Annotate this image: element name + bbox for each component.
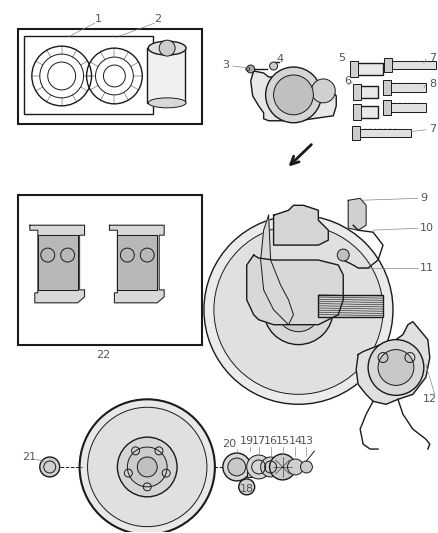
Circle shape — [265, 67, 321, 123]
Circle shape — [377, 350, 413, 385]
Circle shape — [223, 453, 250, 481]
Circle shape — [204, 215, 392, 405]
Bar — [355, 128, 410, 136]
Circle shape — [269, 454, 295, 480]
Text: 7: 7 — [428, 53, 435, 63]
Polygon shape — [246, 255, 343, 325]
Circle shape — [276, 288, 320, 332]
Text: 18: 18 — [239, 484, 253, 494]
Text: 6: 6 — [343, 76, 350, 86]
Text: 22: 22 — [96, 350, 110, 360]
Bar — [18, 29, 201, 124]
Bar — [246, 465, 252, 477]
Bar — [383, 58, 391, 72]
Bar — [382, 80, 390, 95]
Bar — [382, 100, 390, 115]
Circle shape — [238, 479, 254, 495]
Polygon shape — [117, 235, 157, 290]
Text: 15: 15 — [275, 436, 289, 446]
Circle shape — [336, 249, 348, 261]
Text: 7: 7 — [428, 124, 435, 134]
Bar — [24, 36, 153, 114]
Bar — [353, 104, 360, 120]
Text: 1: 1 — [94, 14, 101, 25]
Bar — [18, 196, 201, 345]
Circle shape — [213, 225, 382, 394]
Text: 21: 21 — [22, 452, 36, 462]
Circle shape — [246, 455, 270, 479]
Text: 8: 8 — [428, 79, 435, 89]
Text: 14: 14 — [288, 436, 302, 446]
Polygon shape — [273, 205, 328, 245]
Polygon shape — [355, 322, 429, 405]
Polygon shape — [250, 71, 336, 121]
Text: 19: 19 — [239, 436, 253, 446]
Bar — [355, 86, 377, 98]
Polygon shape — [109, 225, 164, 303]
Text: 17: 17 — [251, 436, 265, 446]
Circle shape — [127, 447, 167, 487]
Circle shape — [246, 65, 254, 73]
Text: 20: 20 — [221, 439, 235, 449]
Circle shape — [287, 459, 303, 475]
Text: 11: 11 — [419, 263, 433, 273]
Text: 3: 3 — [221, 60, 228, 70]
Bar — [350, 61, 357, 77]
Circle shape — [40, 457, 60, 477]
Circle shape — [79, 399, 215, 533]
Bar — [351, 126, 359, 140]
Bar — [353, 84, 360, 100]
Bar — [355, 106, 377, 118]
Circle shape — [137, 457, 157, 477]
Bar — [385, 83, 425, 92]
Text: 9: 9 — [419, 193, 426, 204]
Text: 12: 12 — [422, 394, 436, 405]
Circle shape — [159, 40, 175, 56]
Circle shape — [263, 275, 332, 345]
Text: 13: 13 — [299, 436, 313, 446]
Text: 16: 16 — [263, 436, 277, 446]
Bar — [387, 61, 435, 69]
Circle shape — [273, 75, 313, 115]
Text: 4: 4 — [276, 54, 283, 64]
Circle shape — [227, 458, 245, 476]
Bar — [353, 63, 382, 75]
Ellipse shape — [148, 98, 186, 108]
Polygon shape — [38, 235, 78, 290]
Bar — [385, 103, 425, 112]
Bar — [318, 295, 382, 317]
Ellipse shape — [148, 41, 186, 55]
Circle shape — [367, 340, 423, 395]
Circle shape — [311, 79, 335, 103]
Text: 10: 10 — [419, 223, 433, 233]
Circle shape — [117, 437, 177, 497]
Circle shape — [269, 62, 277, 70]
Circle shape — [87, 407, 206, 527]
Circle shape — [300, 461, 312, 473]
Polygon shape — [260, 215, 293, 325]
Text: 2: 2 — [154, 14, 161, 25]
Text: 5: 5 — [338, 53, 344, 63]
Bar — [147, 48, 185, 103]
Circle shape — [260, 457, 280, 477]
Polygon shape — [347, 198, 365, 230]
Polygon shape — [30, 225, 85, 303]
